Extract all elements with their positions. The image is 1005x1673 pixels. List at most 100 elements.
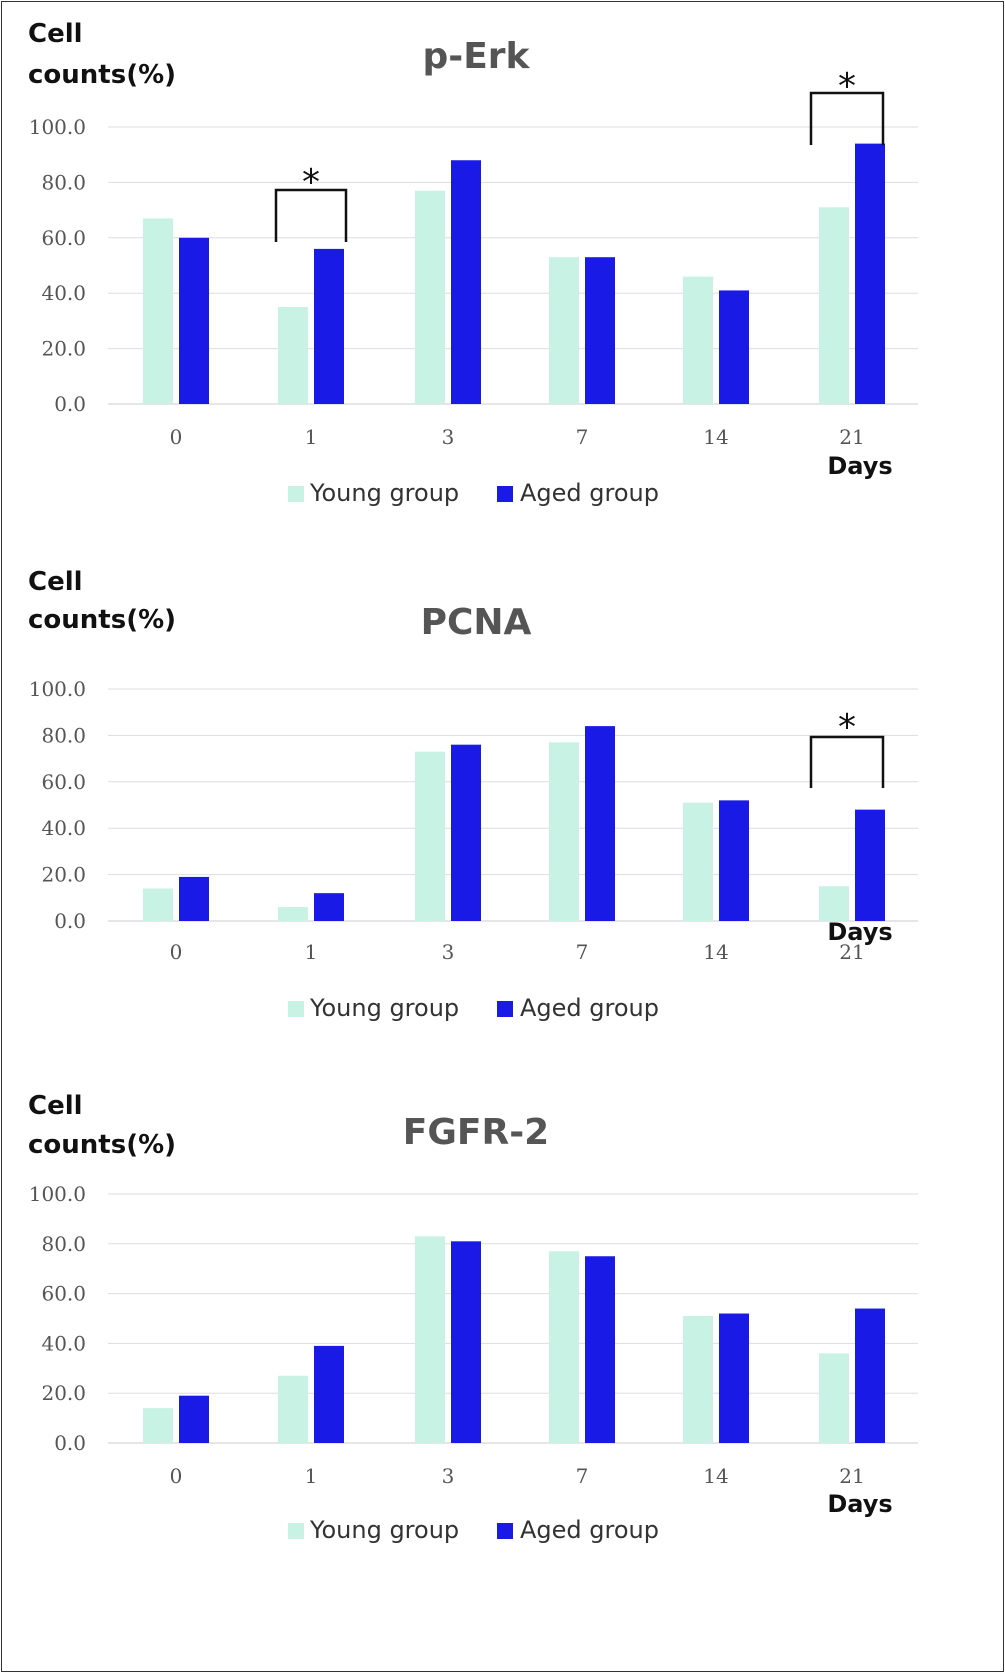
legend-label-aged: Aged group bbox=[520, 1516, 659, 1544]
bar-young-7 bbox=[549, 257, 579, 404]
legend-swatch-young bbox=[288, 1523, 304, 1539]
legend-label-aged: Aged group bbox=[520, 994, 659, 1022]
significance-star: * bbox=[302, 162, 320, 203]
bar-aged-3 bbox=[451, 1241, 481, 1443]
chart-panel-pcna: Cell counts(%) PCNA 0.0 20.0 40.0 60.0 80.0 100.… bbox=[28, 567, 918, 1022]
x-tick-label: 0 bbox=[170, 425, 183, 449]
chart-title: FGFR-2 bbox=[403, 1112, 549, 1153]
significance-bracket bbox=[809, 91, 885, 145]
x-tick-label: 7 bbox=[576, 1464, 589, 1488]
legend-label-young: Young group bbox=[309, 994, 459, 1022]
bar-young-3 bbox=[415, 190, 445, 404]
y-tick-label: 40.0 bbox=[41, 281, 86, 305]
bar-young-21 bbox=[819, 1353, 849, 1443]
y-tick-label: 60.0 bbox=[41, 770, 86, 794]
bar-young-0 bbox=[143, 888, 173, 921]
x-axis-label: Days bbox=[827, 1490, 892, 1518]
bar-aged-14 bbox=[719, 800, 749, 921]
x-tick-label: 7 bbox=[576, 940, 589, 964]
significance-star: * bbox=[838, 66, 856, 107]
bar-aged-7 bbox=[585, 726, 615, 921]
bar-young-1 bbox=[278, 307, 308, 404]
chart-panel-p-erk: Cell counts(%) p-Erk 0.0 20.0 40.0 60.0 80.0 100… bbox=[28, 19, 918, 507]
x-tick-label: 3 bbox=[442, 940, 455, 964]
x-tick-label: 1 bbox=[305, 1464, 318, 1488]
y-tick-label: 100.0 bbox=[29, 115, 86, 139]
legend-label-aged: Aged group bbox=[520, 479, 659, 507]
legend-swatch-aged bbox=[497, 1001, 513, 1017]
bar-young-0 bbox=[143, 1408, 173, 1443]
bar-aged-21 bbox=[855, 809, 885, 921]
y-axis-label-line1: Cell bbox=[28, 567, 83, 597]
y-tick-label: 20.0 bbox=[41, 337, 86, 361]
bar-young-14 bbox=[683, 802, 713, 921]
y-tick-label: 80.0 bbox=[41, 723, 86, 747]
x-tick-label: 14 bbox=[703, 940, 728, 964]
y-axis-label-line2: counts(%) bbox=[28, 605, 176, 635]
y-tick-label: 40.0 bbox=[41, 816, 86, 840]
bar-aged-1 bbox=[314, 248, 344, 404]
y-tick-label: 100.0 bbox=[29, 1182, 86, 1206]
x-tick-label: 7 bbox=[576, 425, 589, 449]
bar-young-1 bbox=[278, 1375, 308, 1443]
y-tick-label: 100.0 bbox=[29, 677, 86, 701]
bar-young-7 bbox=[549, 1251, 579, 1443]
bar-aged-3 bbox=[451, 744, 481, 921]
y-tick-label: 0.0 bbox=[54, 1431, 86, 1455]
bar-young-14 bbox=[683, 1316, 713, 1443]
legend-label-young: Young group bbox=[309, 1516, 459, 1544]
y-axis-label-line1: Cell bbox=[28, 1091, 83, 1121]
bar-aged-1 bbox=[314, 893, 344, 921]
bar-aged-21 bbox=[855, 1308, 885, 1443]
legend-label-young: Young group bbox=[309, 479, 459, 507]
bar-young-14 bbox=[683, 276, 713, 404]
significance-bracket bbox=[809, 735, 885, 788]
x-tick-label: 3 bbox=[442, 425, 455, 449]
x-tick-label: 3 bbox=[442, 1464, 455, 1488]
chart-title: PCNA bbox=[421, 602, 532, 643]
bar-aged-0 bbox=[179, 1395, 209, 1443]
y-tick-label: 40.0 bbox=[41, 1331, 86, 1355]
bar-aged-0 bbox=[179, 876, 209, 921]
y-tick-label: 60.0 bbox=[41, 226, 86, 250]
y-tick-label: 80.0 bbox=[41, 170, 86, 194]
x-tick-label: 1 bbox=[305, 425, 318, 449]
significance-bracket bbox=[274, 188, 348, 242]
y-axis-label-line2: counts(%) bbox=[28, 60, 176, 90]
x-axis-label: Days bbox=[827, 918, 892, 946]
y-axis-label-line2: counts(%) bbox=[28, 1130, 176, 1160]
x-tick-label: 0 bbox=[170, 1464, 183, 1488]
x-tick-label: 14 bbox=[703, 425, 728, 449]
y-tick-label: 60.0 bbox=[41, 1282, 86, 1306]
y-tick-label: 80.0 bbox=[41, 1232, 86, 1256]
bar-young-7 bbox=[549, 742, 579, 921]
bar-young-21 bbox=[819, 207, 849, 404]
significance-star: * bbox=[838, 707, 856, 748]
bar-aged-3 bbox=[451, 160, 481, 404]
bar-aged-14 bbox=[719, 290, 749, 404]
x-tick-label: 14 bbox=[703, 1464, 728, 1488]
x-tick-label: 0 bbox=[170, 940, 183, 964]
y-tick-label: 20.0 bbox=[41, 863, 86, 887]
bar-aged-1 bbox=[314, 1345, 344, 1443]
chart-title: p-Erk bbox=[423, 36, 531, 77]
x-tick-label: 21 bbox=[839, 1464, 864, 1488]
bar-young-1 bbox=[278, 907, 308, 921]
y-tick-label: 0.0 bbox=[54, 909, 86, 933]
legend-swatch-young bbox=[288, 1001, 304, 1017]
legend-swatch-aged bbox=[497, 1523, 513, 1539]
y-axis-label-line1: Cell bbox=[28, 19, 83, 49]
x-axis-label: Days bbox=[827, 452, 892, 480]
x-tick-label: 21 bbox=[839, 425, 864, 449]
bar-aged-14 bbox=[719, 1313, 749, 1443]
bar-young-0 bbox=[143, 218, 173, 404]
bar-young-3 bbox=[415, 1236, 445, 1443]
bar-aged-7 bbox=[585, 1256, 615, 1443]
legend-swatch-young bbox=[288, 486, 304, 502]
y-tick-label: 20.0 bbox=[41, 1381, 86, 1405]
bar-aged-7 bbox=[585, 257, 615, 404]
y-tick-label: 0.0 bbox=[54, 392, 86, 416]
bar-young-21 bbox=[819, 886, 849, 921]
